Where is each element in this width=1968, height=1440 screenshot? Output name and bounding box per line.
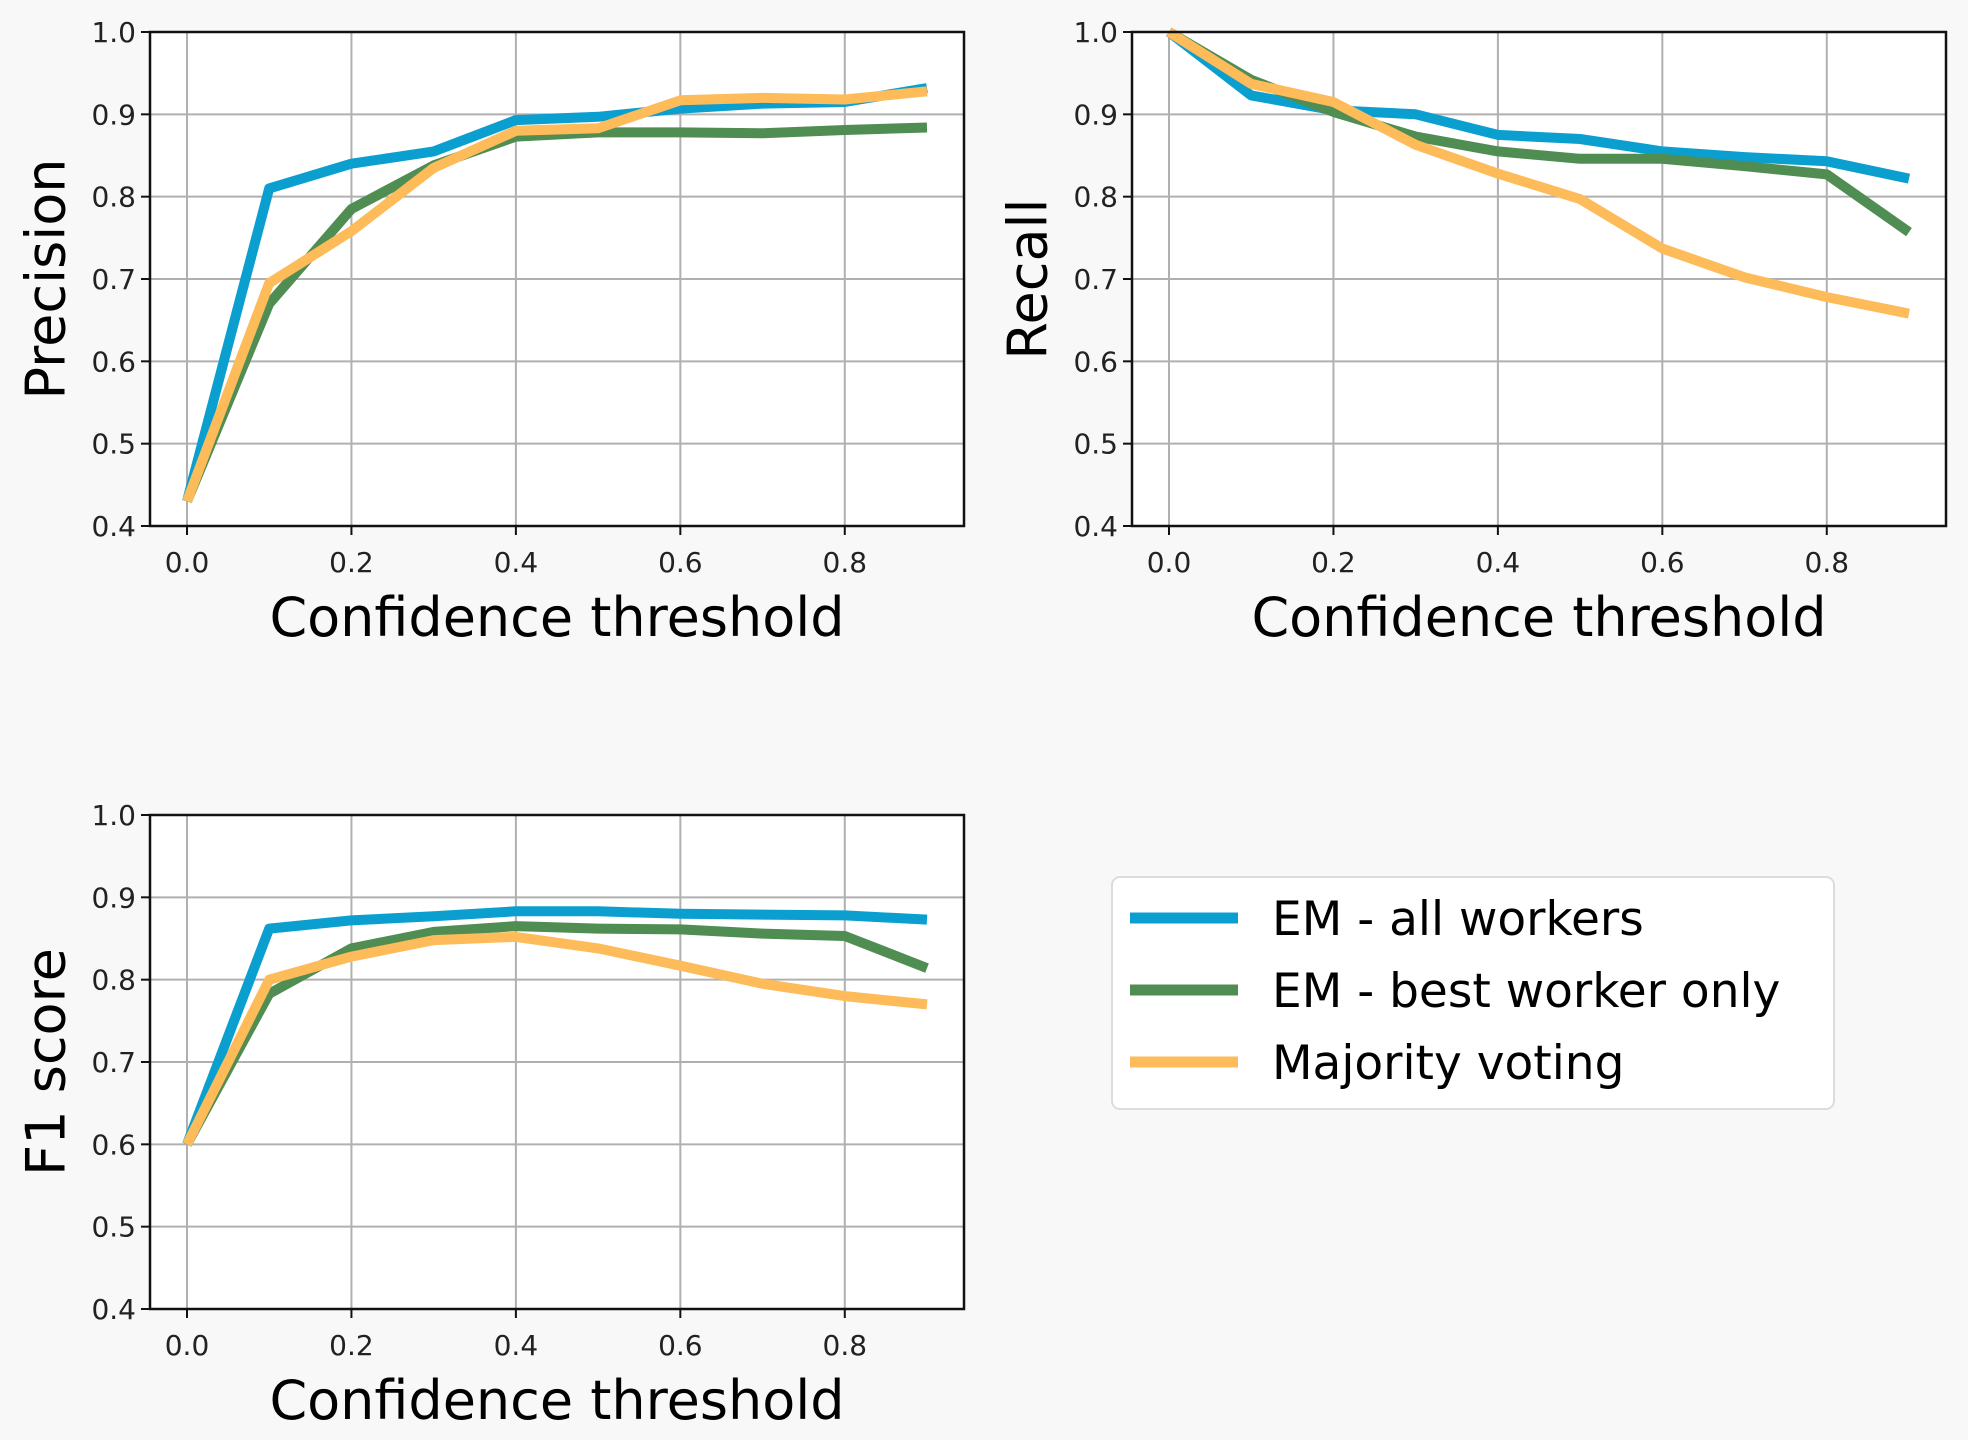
x-tick-label: 0.8 [1805,546,1850,579]
y-axis-label: Precision [15,159,78,400]
legend-label: Majority voting [1272,1036,1624,1091]
legend-label: EM - all workers [1272,892,1644,947]
y-tick-label: 1.0 [1073,16,1118,49]
series-line-em-all-workers [182,906,928,1147]
legend-item-em-best-worker-only: EM - best worker only [1130,964,1780,1019]
y-tick-label: 0.9 [91,98,136,131]
y-tick-label: 1.0 [91,799,136,832]
y-tick-label: 0.7 [91,263,136,296]
series-line-em-all-workers [1165,28,1911,184]
x-axis-label: Confidence threshold [1251,586,1826,649]
x-tick-label: 0.4 [494,546,539,579]
x-tick-label: 0.0 [165,1329,210,1362]
x-tick-label: 0.4 [1476,546,1521,579]
x-tick-label: 0.6 [1640,546,1685,579]
x-tick-label: 0.6 [658,1329,703,1362]
y-tick-label: 0.8 [91,964,136,997]
recall-panel: 0.0 0.2 0.4 0.6 0.8 0.4 0.5 0.6 0.7 0.8 0.9 1.0 Conf… [997,16,1948,649]
y-tick-label: 0.6 [1073,345,1118,378]
y-tick-label: 0.9 [1073,98,1118,131]
y-tick-label: 0.9 [91,881,136,914]
y-tick-label: 0.4 [1073,510,1118,543]
x-axis-label: Confidence threshold [269,1369,844,1432]
y-axis-label: F1 score [15,948,78,1176]
x-tick-label: 0.0 [165,546,210,579]
series-line-majority-voting [182,86,928,504]
series-line-majority-voting [1166,27,1910,319]
y-tick-label: 0.6 [91,1128,136,1161]
x-tick-label: 0.8 [823,1329,868,1362]
legend-label: EM - best worker only [1272,964,1780,1019]
x-tick-label: 0.2 [329,546,374,579]
f1-panel: 0.0 0.2 0.4 0.6 0.8 0.4 0.5 0.6 0.7 0.8 0.9 1.0 Conf… [15,799,966,1432]
y-tick-label: 0.7 [1073,263,1118,296]
x-tick-label: 0.2 [329,1329,374,1362]
y-tick-label: 0.5 [91,428,136,461]
legend-item-majority-voting: Majority voting [1130,1036,1624,1091]
y-tick-label: 0.6 [91,345,136,378]
x-axis-label: Confidence threshold [269,586,844,649]
y-tick-label: 0.5 [1073,428,1118,461]
y-tick-label: 0.4 [91,1293,136,1326]
y-tick-label: 1.0 [91,16,136,49]
precision-panel: 0.0 0.2 0.4 0.6 0.8 0.4 0.5 0.6 0.7 0.8 0.9 1.0 Conf… [15,16,966,649]
y-tick-label: 0.5 [91,1211,136,1244]
x-tick-label: 0.2 [1311,546,1356,579]
legend-box [1111,876,1835,1110]
x-tick-label: 0.6 [658,546,703,579]
legend-item-em-all-workers: EM - all workers [1130,892,1644,947]
y-tick-label: 0.4 [91,510,136,543]
y-tick-label: 0.8 [1073,181,1118,214]
series-line-majority-voting [182,931,928,1147]
y-tick-label: 0.7 [91,1046,136,1079]
x-tick-label: 0.4 [494,1329,539,1362]
y-tick-label: 0.8 [91,181,136,214]
y-axis-label: Recall [997,198,1060,359]
x-tick-label: 0.8 [823,546,868,579]
legend: EM - all workers EM - best worker only Maj… [1111,876,1835,1110]
x-tick-label: 0.0 [1147,546,1192,579]
